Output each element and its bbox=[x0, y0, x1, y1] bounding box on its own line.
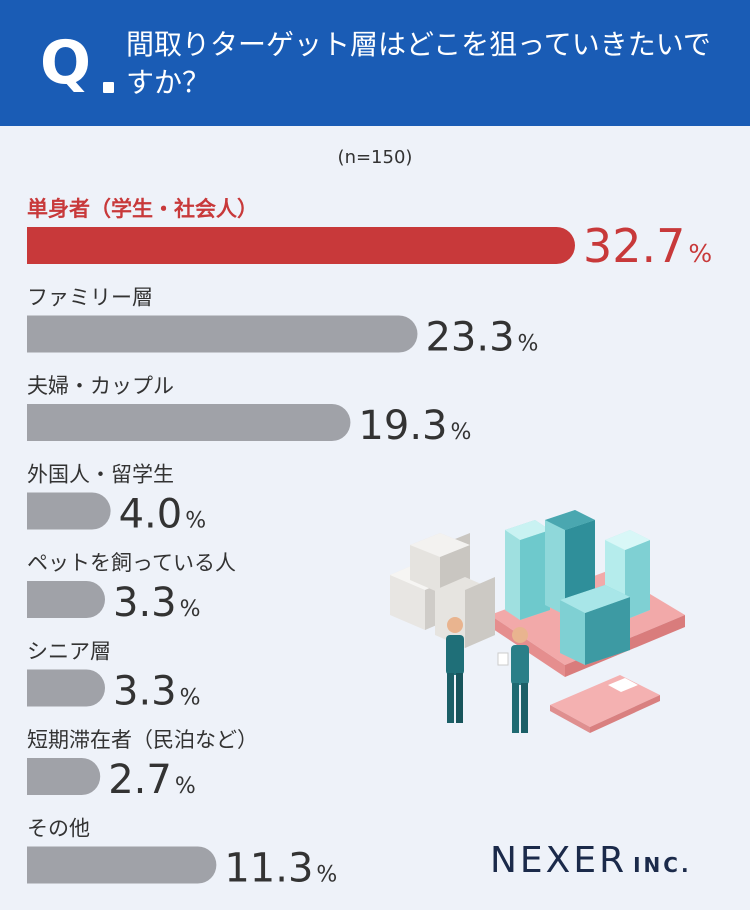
value-label: 4.0% bbox=[119, 492, 207, 538]
business-illustration bbox=[390, 510, 685, 733]
category-label: 単身者（学生・社会人） bbox=[27, 197, 258, 221]
category-label: ファミリー層 bbox=[27, 286, 153, 310]
q-mark: Q bbox=[40, 28, 91, 98]
header-banner: Q 間取りターゲット層はどこを狙っていきたいですか？ bbox=[0, 0, 750, 126]
nexer-logo: NEXER INC. bbox=[490, 840, 692, 881]
category-label: 短期滞在者（民泊など） bbox=[27, 728, 258, 752]
person-1-body bbox=[446, 635, 464, 675]
person-1-head bbox=[447, 617, 463, 633]
logo-main-text: NEXER bbox=[490, 840, 628, 881]
category-label: その他 bbox=[27, 817, 90, 841]
value-label: 32.7% bbox=[583, 219, 712, 273]
value-label: 19.3% bbox=[358, 403, 471, 449]
bar bbox=[27, 581, 105, 618]
category-label: 夫婦・カップル bbox=[27, 374, 174, 398]
category-label: シニア層 bbox=[27, 640, 111, 664]
value-label: 2.7% bbox=[108, 757, 196, 803]
value-label: 23.3% bbox=[425, 315, 538, 361]
person-2-body bbox=[511, 645, 529, 685]
question-title: 間取りターゲット層はどこを狙っていきたいですか？ bbox=[126, 28, 711, 99]
bar bbox=[27, 315, 418, 353]
bar bbox=[27, 227, 575, 264]
category-label: ペットを飼っている人 bbox=[27, 551, 236, 575]
value-label: 11.3% bbox=[224, 846, 337, 892]
bar bbox=[27, 669, 105, 707]
category-label: 外国人・留学生 bbox=[27, 463, 174, 487]
sample-size-note: (n=150) bbox=[337, 147, 413, 168]
value-label: 3.3% bbox=[113, 669, 201, 715]
bar bbox=[27, 758, 101, 795]
calculator bbox=[550, 675, 660, 727]
person-2-head bbox=[512, 627, 528, 643]
bar bbox=[27, 492, 111, 530]
logo-sub-text: INC. bbox=[633, 853, 692, 877]
value-label: 3.3% bbox=[113, 580, 201, 626]
q-dot bbox=[103, 82, 114, 93]
bar bbox=[27, 404, 351, 441]
bar bbox=[27, 846, 217, 884]
